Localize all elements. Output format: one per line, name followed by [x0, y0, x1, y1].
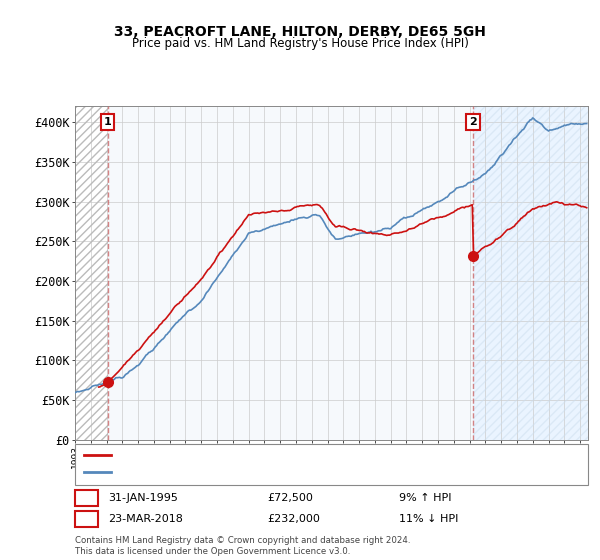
Bar — [108, 106, 473, 440]
Text: £232,000: £232,000 — [267, 514, 320, 524]
Bar — [473, 106, 588, 440]
Text: HPI: Average price, detached house, South Derbyshire: HPI: Average price, detached house, Sout… — [116, 467, 387, 477]
Text: 33, PEACROFT LANE, HILTON, DERBY, DE65 5GH (detached house): 33, PEACROFT LANE, HILTON, DERBY, DE65 5… — [116, 450, 446, 460]
Text: 23-MAR-2018: 23-MAR-2018 — [108, 514, 183, 524]
Text: 9% ↑ HPI: 9% ↑ HPI — [399, 493, 452, 503]
Text: 2: 2 — [82, 512, 91, 526]
Text: 31-JAN-1995: 31-JAN-1995 — [108, 493, 178, 503]
Bar — [75, 106, 108, 440]
Text: Contains HM Land Registry data © Crown copyright and database right 2024.
This d: Contains HM Land Registry data © Crown c… — [75, 536, 410, 556]
Bar — [75, 106, 108, 440]
Text: Price paid vs. HM Land Registry's House Price Index (HPI): Price paid vs. HM Land Registry's House … — [131, 37, 469, 50]
Text: 33, PEACROFT LANE, HILTON, DERBY, DE65 5GH: 33, PEACROFT LANE, HILTON, DERBY, DE65 5… — [114, 25, 486, 39]
Text: 2: 2 — [469, 117, 477, 127]
Text: £72,500: £72,500 — [267, 493, 313, 503]
Text: 1: 1 — [82, 491, 91, 505]
Text: 1: 1 — [104, 117, 112, 127]
Bar — [473, 106, 588, 440]
Text: 11% ↓ HPI: 11% ↓ HPI — [399, 514, 458, 524]
